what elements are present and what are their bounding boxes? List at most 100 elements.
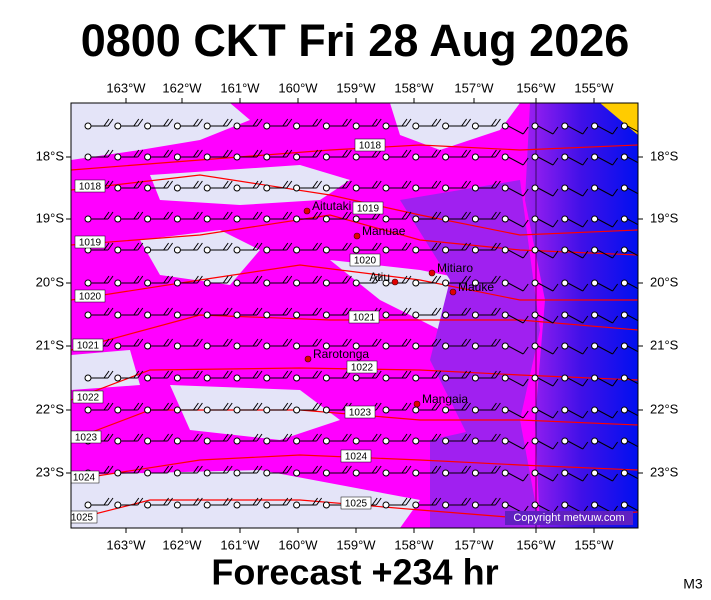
station [591, 184, 599, 192]
barb-flag [465, 149, 472, 158]
station [263, 342, 271, 350]
isobar-label: 1020 [79, 292, 102, 303]
barb-flag [461, 402, 468, 411]
island-name: Mauke [458, 280, 494, 294]
barb-flag [226, 497, 233, 506]
barb-flag [345, 118, 352, 127]
barb-flag [252, 180, 259, 189]
barb-flag [612, 188, 619, 197]
isobar-label-box [348, 310, 380, 324]
barb-shaft [567, 472, 584, 482]
barb-flag [642, 379, 647, 386]
longitude-label: 156°W [516, 537, 556, 552]
longitude-label: 160°W [278, 537, 318, 552]
station [620, 437, 628, 445]
barb-flag [107, 370, 114, 379]
barb-flag [345, 242, 352, 251]
barb-flag [163, 497, 170, 506]
barb-shaft [597, 249, 613, 259]
barb-flag [316, 211, 323, 220]
barb-flag [316, 307, 323, 316]
barb-flag [163, 275, 170, 284]
station [412, 215, 420, 223]
barb-flag [375, 118, 382, 127]
barb-flag [226, 433, 233, 442]
barb-flag [375, 275, 382, 284]
barb-shaft [507, 156, 524, 166]
barb-flag [341, 211, 348, 220]
isobar-label: 1019 [79, 238, 102, 249]
station [203, 184, 211, 192]
barb-flag [582, 126, 589, 135]
station [471, 406, 479, 414]
barb-flag [552, 315, 559, 324]
station [531, 279, 539, 287]
station [263, 153, 271, 161]
isobar-label: 1023 [75, 433, 98, 444]
barb-flag [371, 497, 378, 506]
station [442, 279, 450, 287]
barb-flag [137, 275, 144, 284]
longitude-label: 159°W [336, 537, 376, 552]
barb-flag [286, 402, 293, 411]
station [144, 406, 152, 414]
station [233, 469, 241, 477]
island-marker [353, 232, 361, 240]
barb-flag [222, 370, 229, 379]
barb-flag [222, 180, 229, 189]
barb-flag [256, 402, 263, 411]
barb-flag [375, 465, 382, 474]
latitude-label: 23°S [36, 464, 65, 479]
station [352, 184, 360, 192]
station [84, 122, 92, 130]
barb-flag [465, 275, 472, 284]
barb-flag [133, 338, 140, 347]
isobar-label: 1024 [73, 473, 96, 484]
station [293, 153, 301, 161]
latitude-label: 23°S [650, 464, 679, 479]
station [84, 311, 92, 319]
isobar-label: 1022 [77, 393, 100, 404]
barb-flag [522, 219, 529, 228]
station [293, 469, 301, 477]
station [591, 342, 599, 350]
barb-flag [431, 465, 438, 474]
station [322, 311, 330, 319]
station [561, 501, 569, 509]
barb-flag [431, 497, 438, 506]
station [531, 501, 539, 509]
barb-flag [167, 370, 174, 379]
barb-flag [642, 411, 647, 418]
barb-flag [226, 307, 233, 316]
station [620, 122, 628, 130]
station [442, 153, 450, 161]
isobar-label-box [74, 289, 106, 303]
station [114, 122, 122, 130]
barb-flag [435, 402, 442, 411]
station [382, 184, 390, 192]
barb-flag [522, 473, 529, 482]
station [591, 406, 599, 414]
island-name: Manuae [362, 224, 406, 238]
barb-flag [341, 307, 348, 316]
barb-flag [371, 338, 378, 347]
barb-flag [133, 433, 140, 442]
field-patch [71, 350, 140, 390]
station [620, 184, 628, 192]
station [501, 153, 509, 161]
station [382, 122, 390, 130]
station [144, 437, 152, 445]
barb-shaft [627, 472, 638, 480]
barb-flag [582, 441, 589, 450]
station [352, 342, 360, 350]
barb-flag [107, 242, 114, 251]
barb-shaft [627, 249, 638, 257]
station [263, 279, 271, 287]
barb-flag [192, 211, 199, 220]
barb-flag [612, 126, 619, 135]
barb-flag [405, 149, 412, 158]
station [442, 122, 450, 130]
station [144, 374, 152, 382]
barb-flag [256, 465, 263, 474]
barb-flag [490, 180, 497, 189]
